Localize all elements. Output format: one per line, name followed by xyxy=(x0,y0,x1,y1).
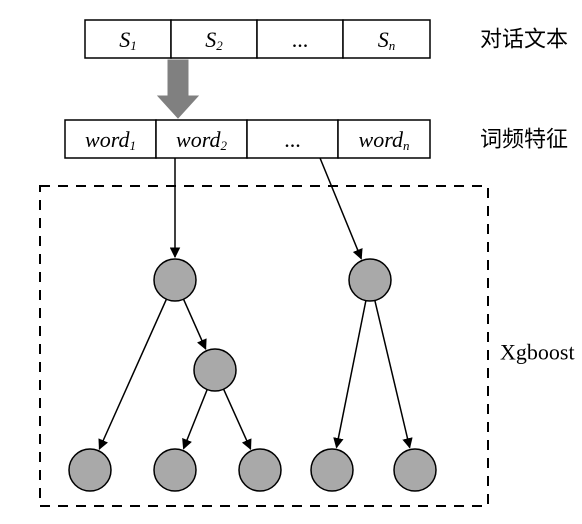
tree-edge xyxy=(224,389,251,449)
tree-node xyxy=(349,259,391,301)
top-row-label: 对话文本 xyxy=(480,27,568,52)
bottom-row: word1 word2... wordn 词频特征 xyxy=(65,120,568,158)
tree-edge xyxy=(375,300,410,447)
down-arrow-icon xyxy=(158,60,198,118)
bottom-row-cell-text: wordn xyxy=(359,127,410,153)
tree-node xyxy=(194,349,236,391)
tree-edge xyxy=(184,389,208,448)
xgboost-label: Xgboost xyxy=(500,340,575,365)
bottom-row-label: 词频特征 xyxy=(480,127,568,152)
tree-edge xyxy=(99,299,166,449)
tree-node xyxy=(154,259,196,301)
tree-leaf xyxy=(154,449,196,491)
bottom-row-cell-text: word1 xyxy=(85,127,136,153)
top-row: S1S2...Sn对话文本 xyxy=(85,20,568,58)
tree-edge xyxy=(320,158,361,259)
tree-leaf xyxy=(69,449,111,491)
top-row-cell-text: ... xyxy=(292,27,309,52)
tree-edge xyxy=(184,299,206,349)
tree-leaf xyxy=(239,449,281,491)
tree-edge xyxy=(337,301,366,448)
tree-leaf xyxy=(311,449,353,491)
tree-leaf xyxy=(394,449,436,491)
bottom-row-cell-text: word2 xyxy=(176,127,227,153)
bottom-row-cell-text: ... xyxy=(284,127,301,152)
